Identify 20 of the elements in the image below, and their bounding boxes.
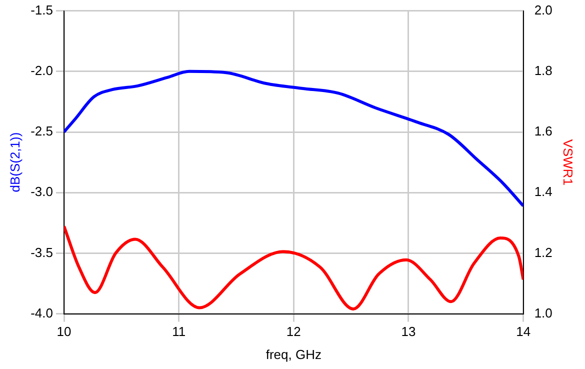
x-tick-label: 11 (172, 324, 186, 340)
x-tick-label: 10 (56, 324, 72, 340)
y2-tick-label: 1.0 (534, 305, 552, 320)
y2-tick-label: 1.4 (534, 184, 552, 200)
x-axis-title: freq, GHz (266, 346, 322, 362)
y-tick-label: -3.5 (30, 244, 53, 260)
y-tick-label: -4.0 (30, 305, 53, 320)
x-tick-label: 13 (401, 324, 416, 340)
x-tick-label: 12 (286, 324, 301, 340)
y-tick-label: -2.5 (30, 124, 53, 139)
y-tick-label: -2.0 (30, 62, 53, 78)
y-tick-label: -3.0 (30, 184, 53, 200)
y2-tick-label: 1.8 (534, 62, 552, 78)
y-axis-title: dB(S(2,1)) (7, 132, 22, 192)
x-tick-label: 14 (516, 324, 531, 340)
y2-tick-label: 1.6 (534, 124, 552, 139)
y2-tick-label: 1.2 (534, 244, 552, 260)
y-tick-label: -1.5 (30, 2, 53, 18)
y2-axis-title: VSWR1 (560, 139, 576, 186)
y2-tick-label: 2.0 (534, 2, 552, 18)
